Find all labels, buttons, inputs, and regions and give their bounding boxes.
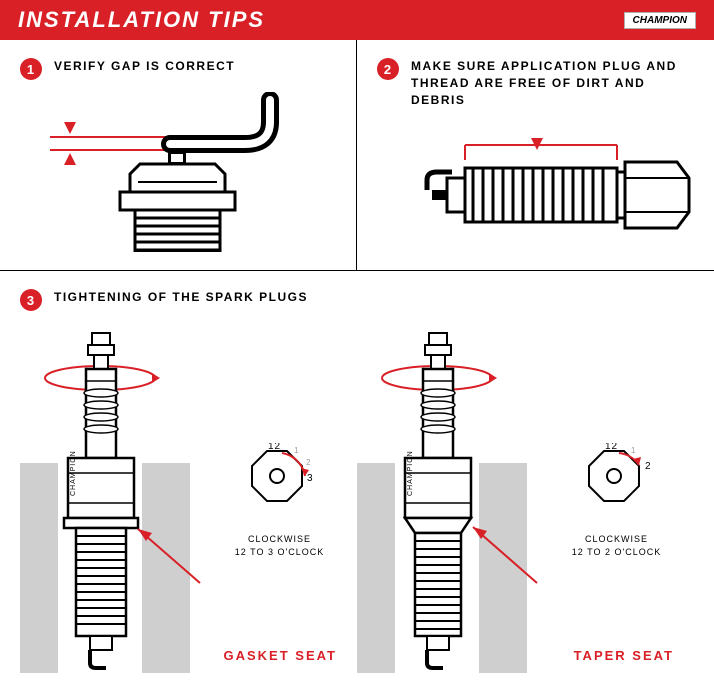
step-title-1: Verify gap is correct [54, 58, 235, 75]
tightening-content: CHAMPION [20, 323, 694, 673]
taper-plug-icon: CHAMPION [357, 323, 557, 673]
svg-text:1: 1 [294, 446, 299, 455]
taper-seat-label: TAPER SEAT [574, 648, 674, 663]
taper-dial: 12 2 1 clockwise 12 to 2 o'clock [569, 443, 664, 558]
step-number-1: 1 [20, 58, 42, 80]
step-title-3: Tightening of the spark plugs [54, 289, 308, 306]
header-bar: INSTALLATION TIPS CHAMPION [0, 0, 714, 40]
svg-text:CHAMPION: CHAMPION [407, 450, 414, 496]
svg-text:12: 12 [605, 443, 618, 452]
step-number-2: 2 [377, 58, 399, 80]
gasket-dial: 12 3 1 2 clockwise 12 to 3 o'clock [232, 443, 327, 558]
taper-dial-caption: clockwise 12 to 2 o'clock [569, 533, 664, 558]
step-head-2: 2 Make sure application plug and thread … [377, 58, 694, 108]
header-title: INSTALLATION TIPS [18, 7, 265, 33]
caption-line: 12 to 3 o'clock [232, 546, 327, 559]
octagon-dial-right-icon: 12 2 1 [569, 443, 664, 523]
svg-text:CHAMPION: CHAMPION [70, 450, 77, 496]
step-head-1: 1 Verify gap is correct [20, 58, 336, 80]
gasket-dial-caption: clockwise 12 to 3 o'clock [232, 533, 327, 558]
thread-diagram-icon [377, 120, 697, 270]
taper-seat-column: CHAMPION [357, 323, 694, 673]
caption-line: 12 to 2 o'clock [569, 546, 664, 559]
gap-diagram-icon [20, 92, 330, 252]
svg-text:1: 1 [631, 446, 636, 455]
panel-step-3: 3 Tightening of the spark plugs [0, 271, 714, 691]
gasket-plug-icon: CHAMPION [20, 323, 220, 673]
svg-text:2: 2 [306, 458, 311, 467]
octagon-dial-left-icon: 12 3 1 2 [232, 443, 327, 523]
caption-line: clockwise [569, 533, 664, 546]
panel-step-2: 2 Make sure application plug and thread … [357, 40, 714, 270]
gasket-seat-column: CHAMPION [20, 323, 357, 673]
brand-badge: CHAMPION [624, 12, 696, 29]
top-row: 1 Verify gap is correct [0, 40, 714, 270]
step-head-3: 3 Tightening of the spark plugs [20, 289, 694, 311]
svg-text:12: 12 [268, 443, 281, 452]
caption-line: clockwise [232, 533, 327, 546]
svg-text:2: 2 [645, 461, 652, 472]
svg-text:3: 3 [307, 473, 314, 484]
step-title-2: Make sure application plug and thread ar… [411, 58, 694, 108]
panel-step-1: 1 Verify gap is correct [0, 40, 357, 270]
gasket-seat-label: GASKET SEAT [224, 648, 338, 663]
step-number-3: 3 [20, 289, 42, 311]
